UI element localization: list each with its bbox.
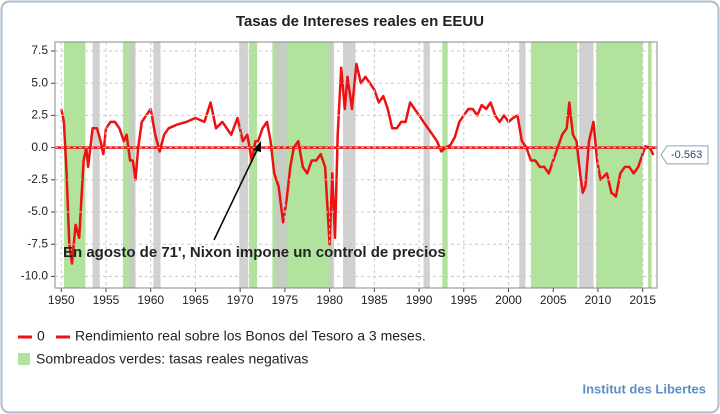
- y-tick-label: -7.5: [27, 236, 48, 250]
- x-tick-label: 1955: [93, 293, 120, 307]
- recession-band: [329, 42, 335, 288]
- recession-band: [423, 42, 430, 288]
- x-tick-label: 2010: [585, 293, 612, 307]
- x-tick-label: 2005: [540, 293, 567, 307]
- x-tick-label: 2015: [629, 293, 656, 307]
- y-tick-label: -5.0: [27, 204, 48, 218]
- x-tick-label: 1960: [137, 293, 164, 307]
- x-tick-label: 1980: [316, 293, 343, 307]
- recession-band: [92, 42, 100, 288]
- legend-swatch: [18, 353, 30, 365]
- recession-band: [239, 42, 249, 288]
- negative-rate-band: [596, 42, 643, 288]
- negative-rate-band: [648, 42, 652, 288]
- x-tick-label: 1970: [227, 293, 254, 307]
- negative-rate-band: [442, 42, 448, 288]
- annotation-arrowhead: [253, 141, 261, 152]
- rate-line: [60, 62, 655, 265]
- value-callout-box: [660, 145, 709, 165]
- x-tick-label: 1985: [361, 293, 388, 307]
- legend-label: Sombreados verdes: tasas reales negativa…: [36, 351, 308, 367]
- y-tick-label: 2.5: [31, 108, 48, 122]
- source: Institut des Libertes: [582, 381, 706, 396]
- recession-band: [153, 42, 161, 288]
- legend-label: 0: [37, 328, 45, 344]
- negative-rate-band: [249, 42, 258, 288]
- x-tick-label: 1990: [406, 293, 433, 307]
- y-tick-label: -2.5: [27, 172, 48, 186]
- recession-band: [519, 42, 526, 288]
- y-tick-label: 5.0: [31, 75, 48, 89]
- annotation-arrow: [213, 147, 259, 241]
- y-tick-label: -10.0: [21, 269, 49, 283]
- plot-border: [54, 41, 658, 289]
- chart-title: Tasas de Intereses reales en EEUU: [236, 13, 484, 30]
- x-tick-label: 1975: [272, 293, 299, 307]
- last-value-label: -0.563: [671, 149, 702, 161]
- x-tick-label: 2000: [495, 293, 522, 307]
- x-tick-label: 1965: [182, 293, 209, 307]
- recession-band: [275, 42, 287, 288]
- annotation: En agosto de 71', Nixon impone un contro…: [63, 244, 446, 261]
- x-tick-label: 1950: [48, 293, 75, 307]
- legend-label: Rendimiento real sobre los Bonos del Tes…: [75, 328, 426, 344]
- y-tick-label: 0.0: [31, 140, 48, 154]
- x-tick-label: 1995: [450, 293, 477, 307]
- y-tick-label: 7.5: [31, 43, 48, 57]
